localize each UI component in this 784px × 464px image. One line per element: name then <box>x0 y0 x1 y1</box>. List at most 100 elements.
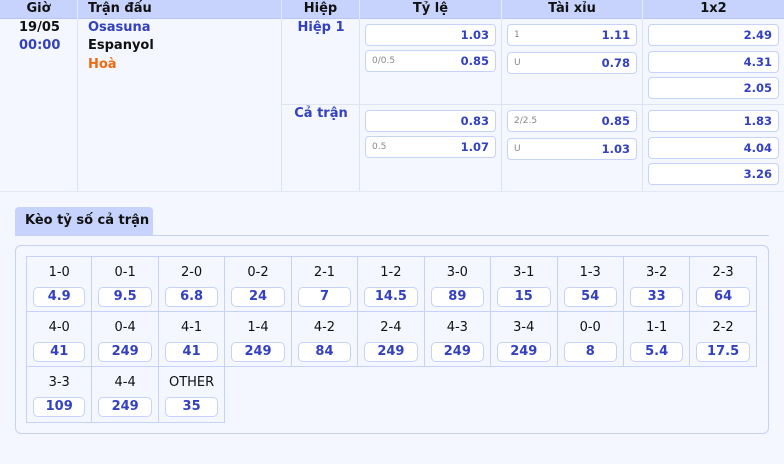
home-team[interactable]: Osasuna <box>88 20 151 35</box>
line-label: 1 <box>514 30 520 40</box>
overunder-odds-button[interactable]: 1 1.11 <box>507 24 637 46</box>
score-odds-button[interactable]: 249 <box>497 341 551 362</box>
score-odds-button[interactable]: 35 <box>164 397 219 417</box>
1x2-odds-button[interactable]: 1.83 <box>648 110 779 132</box>
overunder-odds-button[interactable]: U 1.03 <box>507 138 637 160</box>
score-odds-button[interactable]: 41 <box>33 341 86 362</box>
score-cell: 1-1 5.4 <box>623 311 691 367</box>
line-label: 2/2.5 <box>514 116 538 126</box>
score-cell: 3-4 249 <box>491 311 558 367</box>
score-odds-button[interactable]: 249 <box>98 397 152 417</box>
line-label: 0/0.5 <box>372 56 396 66</box>
score-odds-button[interactable]: 54 <box>563 287 617 307</box>
score-cell: 3-0 89 <box>424 256 492 312</box>
score-label: 4-3 <box>446 319 468 335</box>
match-time: 00:00 <box>19 38 61 53</box>
score-cell: 2-2 17.5 <box>690 311 757 367</box>
correct-score-grid: 1-0 4.9 0-1 9.5 2-0 6.8 0-2 24 2-1 7 1-2 14.5 3-0 89 3… <box>26 256 757 423</box>
odds-value: 1.83 <box>743 114 772 128</box>
score-odds-button[interactable]: 14.5 <box>364 287 418 307</box>
overunder-odds-button[interactable]: 2/2.5 0.85 <box>507 110 637 132</box>
score-odds-button[interactable]: 24 <box>231 287 285 307</box>
score-cell: 2-3 64 <box>690 256 757 312</box>
away-team[interactable]: Espanyol <box>88 38 154 53</box>
score-odds-button[interactable]: 7 <box>297 287 352 307</box>
score-odds-button[interactable]: 41 <box>164 341 219 362</box>
score-odds-button[interactable]: 9.5 <box>98 287 152 307</box>
score-cell: 4-0 41 <box>26 311 93 367</box>
score-label: 3-3 <box>48 375 70 390</box>
period-label: Hiệp 1 <box>297 20 345 35</box>
score-cell: 3-3 109 <box>26 367 93 423</box>
1x2-odds-button[interactable]: 2.05 <box>648 77 779 99</box>
score-label: 4-4 <box>114 375 136 390</box>
score-label: 4-2 <box>313 319 336 335</box>
handicap-odds-button[interactable]: 1.03 <box>365 24 496 46</box>
score-label: 1-4 <box>247 319 269 335</box>
score-cell: 1-3 54 <box>557 256 624 312</box>
score-cell: 2-0 6.8 <box>158 256 226 312</box>
score-cell: 3-2 33 <box>623 256 691 312</box>
score-odds-button[interactable]: 249 <box>98 341 152 362</box>
score-label: 1-1 <box>646 319 668 335</box>
score-label: 1-3 <box>579 265 601 280</box>
odds-value: 1.03 <box>460 28 489 42</box>
tab-correct-score[interactable]: Kèo tỷ số cả trận <box>15 207 153 235</box>
draw-label: Hoà <box>88 57 117 72</box>
1x2-odds-button[interactable]: 4.31 <box>648 50 779 73</box>
header-match: Trận đấu <box>78 0 282 19</box>
handicap-odds-button[interactable]: 0.83 <box>365 110 496 132</box>
odds-value: 0.83 <box>460 114 489 128</box>
line-label: U <box>514 58 521 68</box>
score-cell: 1-2 14.5 <box>358 256 425 312</box>
score-odds-button[interactable]: 5.4 <box>629 341 684 362</box>
odds-value: 1.03 <box>601 142 630 156</box>
odds-value: 4.31 <box>743 54 772 69</box>
score-label: 0-0 <box>579 319 601 335</box>
score-odds-button[interactable]: 33 <box>629 287 684 307</box>
overunder-odds-button[interactable]: U 0.78 <box>507 52 637 74</box>
score-odds-button[interactable]: 84 <box>297 341 352 362</box>
score-odds-button[interactable]: 8 <box>563 341 617 362</box>
score-odds-button[interactable]: 17.5 <box>696 341 750 362</box>
odds-value: 1.07 <box>460 140 489 154</box>
header-time: Giờ <box>0 0 78 19</box>
1x2-odds-button[interactable]: 2.49 <box>648 24 779 46</box>
odds-value: 4.04 <box>743 140 772 155</box>
table-header: Giờ Trận đấu Hiệp Tỷ lệ Tài xỉu 1x2 <box>0 0 784 19</box>
score-odds-button[interactable]: 64 <box>696 287 750 307</box>
score-odds-button[interactable]: 249 <box>231 341 285 362</box>
score-label: 3-0 <box>446 265 468 280</box>
score-odds-button[interactable]: 109 <box>33 397 86 417</box>
odds-value: 0.78 <box>601 56 630 70</box>
score-label: 0-2 <box>247 265 269 280</box>
score-cell: 4-4 249 <box>92 367 159 423</box>
header-overunder: Tài xỉu <box>502 0 643 19</box>
header-half: Hiệp <box>282 0 360 19</box>
handicap-odds-button[interactable]: 0/0.5 0.85 <box>365 50 496 72</box>
handicap-odds-button[interactable]: 0.5 1.07 <box>365 136 496 158</box>
score-label: 4-0 <box>48 319 70 335</box>
odds-value: 0.85 <box>601 114 630 128</box>
score-label: 1-0 <box>48 265 70 280</box>
score-cell: 4-2 84 <box>291 311 359 367</box>
score-odds-button[interactable]: 249 <box>364 341 418 362</box>
line-label: U <box>514 144 521 154</box>
score-odds-button[interactable]: 15 <box>497 287 551 307</box>
odds-value: 3.26 <box>743 167 772 181</box>
score-label: 2-0 <box>180 265 203 280</box>
1x2-odds-button[interactable]: 4.04 <box>648 136 779 159</box>
score-odds-button[interactable]: 249 <box>430 341 485 362</box>
score-label: OTHER <box>168 375 215 390</box>
correct-score-panel <box>15 245 769 434</box>
1x2-odds-button[interactable]: 3.26 <box>648 163 779 185</box>
score-odds-button[interactable]: 89 <box>430 287 485 307</box>
score-cell: 1-0 4.9 <box>26 256 93 312</box>
score-odds-button[interactable]: 4.9 <box>33 287 86 307</box>
header-1x2: 1x2 <box>700 1 727 16</box>
score-label: 2-3 <box>712 265 734 280</box>
score-cell: 3-1 15 <box>491 256 558 312</box>
score-odds-button[interactable]: 6.8 <box>164 287 219 307</box>
odds-value: 1.11 <box>601 28 630 42</box>
score-cell: 4-3 249 <box>424 311 492 367</box>
